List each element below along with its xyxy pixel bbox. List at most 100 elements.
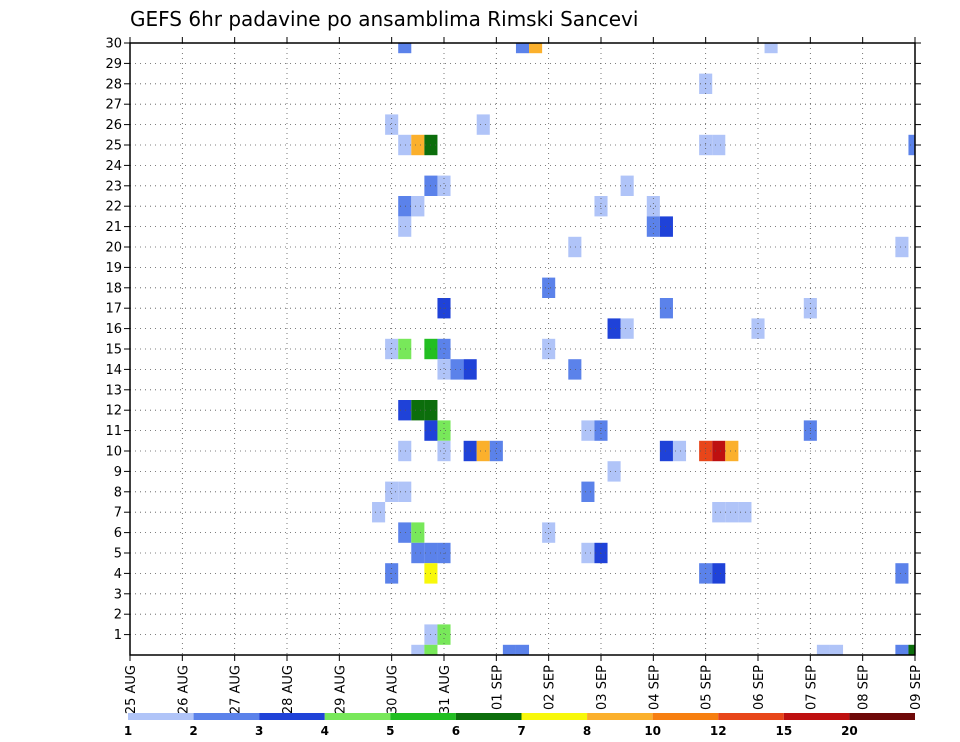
x-tick-label: 07 SEP (804, 665, 819, 710)
y-axis: 1234567891011121314151617181920212223242… (105, 37, 921, 643)
y-tick-label: 1 (114, 628, 122, 643)
precip-cell (437, 359, 451, 380)
x-tick-label: 04 SEP (647, 665, 662, 710)
y-tick-label: 11 (105, 424, 122, 439)
cells-layer (372, 43, 915, 655)
precip-cell (620, 175, 634, 196)
x-axis: 25 AUG 26 AUG 27 AUG 28 AUG 29 AUG 30 AUG 31 A… (124, 37, 924, 714)
y-tick-label: 29 (105, 57, 122, 72)
plot-frame (129, 42, 916, 656)
x-tick-label: 02 SEP (543, 665, 558, 710)
precip-cell (620, 318, 634, 339)
precip-cell (476, 114, 490, 135)
y-tick-label: 18 (105, 281, 122, 296)
x-tick-label: 29 AUG (333, 665, 348, 714)
precip-cell (398, 338, 412, 360)
precip-cell (646, 196, 660, 217)
y-tick-label: 27 (105, 98, 122, 113)
grid-layer (130, 42, 915, 655)
precip-cell (411, 134, 425, 156)
y-tick-label: 8 (114, 485, 122, 500)
precip-cell (515, 644, 530, 655)
precip-cell (908, 644, 915, 655)
precip-cell (738, 502, 752, 523)
precip-cell (411, 522, 425, 543)
precip-cell (908, 134, 915, 156)
y-tick-label: 9 (114, 465, 122, 480)
y-tick-label: 22 (105, 200, 122, 215)
y-tick-label: 6 (114, 526, 122, 541)
precip-cell (450, 359, 464, 380)
y-tick-label: 19 (105, 261, 122, 276)
precip-cell (895, 236, 909, 258)
precip-cell (437, 624, 451, 645)
precip-cell (712, 563, 726, 584)
colorbar-label: 6 (452, 724, 460, 738)
colorbar-label: 12 (710, 724, 727, 738)
precip-cell (581, 481, 595, 502)
x-tick-label: 27 AUG (229, 665, 244, 714)
precip-cell (385, 481, 399, 502)
precip-cell (411, 400, 425, 421)
precip-cell (568, 236, 582, 258)
precip-cell (816, 644, 830, 655)
precip-cell (581, 542, 595, 564)
y-tick-label: 7 (114, 506, 122, 521)
colorbar-swatch (652, 713, 719, 720)
colorbar-label: 10 (644, 724, 661, 738)
x-tick-label: 26 AUG (176, 665, 191, 714)
precip-cell (895, 563, 909, 584)
x-tick-label: 03 SEP (595, 665, 610, 710)
precip-cell (712, 502, 726, 523)
y-tick-label: 28 (105, 77, 122, 92)
precip-cell (529, 43, 543, 54)
precip-cell (829, 644, 844, 655)
colorbar-swatch (390, 713, 456, 720)
precip-cell (398, 43, 412, 54)
precip-cell (411, 196, 425, 217)
y-tick-label: 20 (105, 241, 122, 256)
colorbar-swatch (193, 713, 260, 720)
colorbar-label: 3 (255, 724, 263, 738)
precip-cell (437, 175, 451, 196)
precip-cell (725, 440, 739, 462)
x-tick-label: 08 SEP (857, 665, 872, 710)
y-tick-label: 3 (114, 587, 122, 602)
precip-cell (764, 43, 778, 54)
y-tick-label: 21 (105, 220, 122, 235)
y-tick-label: 13 (105, 383, 122, 398)
x-tick-label: 28 AUG (281, 665, 296, 714)
x-tick-label: 09 SEP (909, 665, 924, 710)
precip-cell (725, 502, 739, 523)
precip-cell (437, 440, 451, 462)
colorbar-swatch (718, 713, 784, 720)
colorbar-swatch (521, 713, 588, 720)
colorbar-swatch (783, 713, 850, 720)
precip-cell (581, 420, 595, 441)
colorbar-label: 8 (583, 724, 591, 738)
x-tick-label: 01 SEP (490, 665, 505, 710)
precip-cell (489, 440, 503, 462)
precip-cell (398, 134, 412, 156)
x-tick-label: 31 AUG (438, 665, 453, 714)
x-tick-label: 25 AUG (124, 665, 139, 714)
precip-cell (607, 318, 621, 339)
precip-cell (398, 400, 412, 421)
y-tick-label: 12 (105, 404, 122, 419)
precip-cell (659, 216, 673, 237)
y-tick-label: 14 (105, 363, 122, 378)
x-tick-label: 30 AUG (386, 665, 401, 714)
colorbar-label: 20 (841, 724, 858, 738)
precip-cell (568, 359, 582, 380)
x-tick-label: 06 SEP (752, 665, 767, 710)
y-tick-label: 17 (105, 302, 122, 317)
precip-cell (437, 420, 451, 441)
precip-cell (672, 440, 687, 462)
colorbar-swatch (587, 713, 653, 720)
precip-cell (411, 644, 425, 655)
colorbar-label: 4 (321, 724, 329, 738)
precip-cell (659, 298, 673, 319)
precip-cell (398, 481, 412, 502)
y-tick-label: 5 (114, 547, 122, 562)
colorbar-label: 15 (775, 724, 792, 738)
